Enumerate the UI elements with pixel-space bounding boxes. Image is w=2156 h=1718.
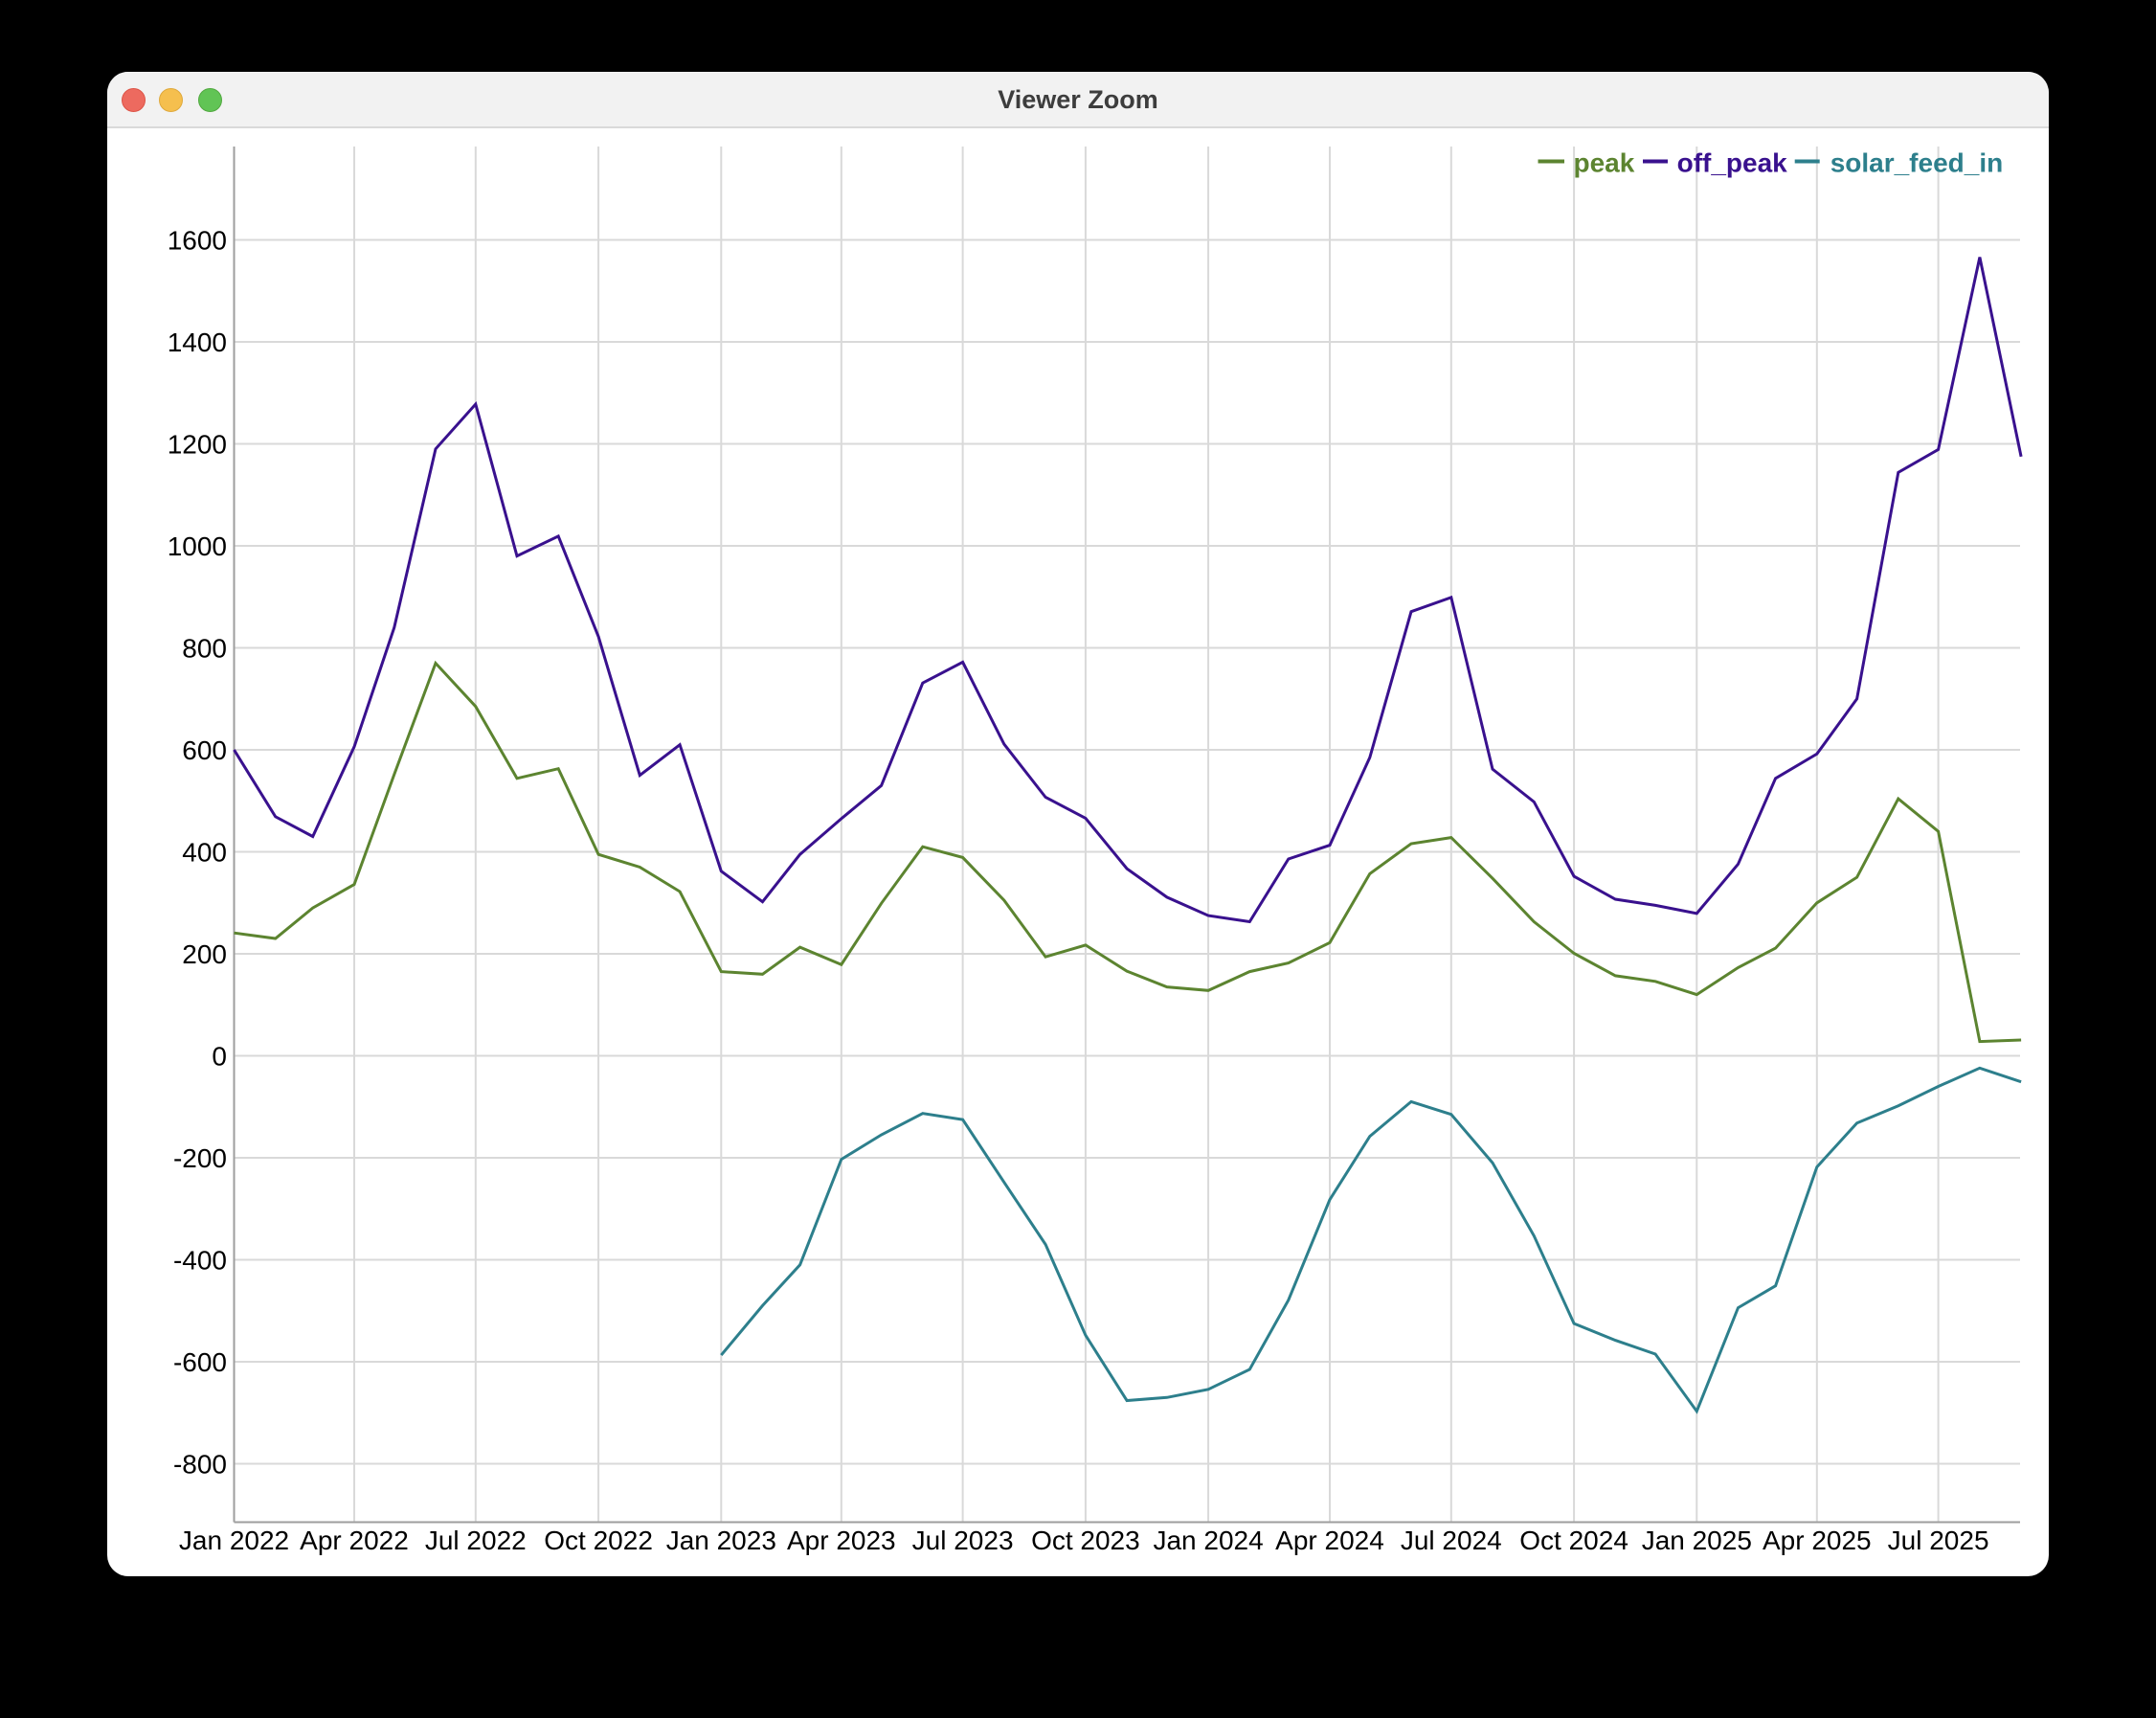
svg-text:Jul 2023: Jul 2023 bbox=[912, 1526, 1014, 1555]
svg-text:Apr 2025: Apr 2025 bbox=[1763, 1526, 1872, 1555]
svg-text:Jul 2022: Jul 2022 bbox=[425, 1526, 527, 1555]
svg-text:Jan 2023: Jan 2023 bbox=[666, 1526, 776, 1555]
svg-text:800: 800 bbox=[182, 634, 227, 664]
svg-text:1600: 1600 bbox=[168, 226, 227, 256]
svg-text:Apr 2024: Apr 2024 bbox=[1275, 1526, 1384, 1555]
svg-text:Oct 2022: Oct 2022 bbox=[544, 1526, 653, 1555]
svg-text:Jan 2025: Jan 2025 bbox=[1642, 1526, 1752, 1555]
svg-text:Oct 2023: Oct 2023 bbox=[1031, 1526, 1140, 1555]
svg-text:Jul 2025: Jul 2025 bbox=[1888, 1526, 1989, 1555]
svg-text:600: 600 bbox=[182, 735, 227, 765]
svg-text:peak: peak bbox=[1574, 148, 1635, 178]
svg-text:Oct 2024: Oct 2024 bbox=[1519, 1526, 1628, 1555]
svg-text:-800: -800 bbox=[173, 1450, 227, 1480]
svg-text:Apr 2023: Apr 2023 bbox=[787, 1526, 896, 1555]
svg-text:Jan 2022: Jan 2022 bbox=[179, 1526, 289, 1555]
svg-text:Apr 2022: Apr 2022 bbox=[300, 1526, 409, 1555]
svg-text:200: 200 bbox=[182, 939, 227, 969]
svg-text:1000: 1000 bbox=[168, 531, 227, 561]
svg-text:off_peak: off_peak bbox=[1677, 148, 1788, 178]
svg-text:-200: -200 bbox=[173, 1143, 227, 1173]
svg-text:Jul 2024: Jul 2024 bbox=[1401, 1526, 1502, 1555]
svg-text:400: 400 bbox=[182, 838, 227, 868]
svg-text:-600: -600 bbox=[173, 1347, 227, 1377]
svg-text:0: 0 bbox=[212, 1042, 227, 1072]
svg-text:1200: 1200 bbox=[168, 430, 227, 460]
svg-text:1400: 1400 bbox=[168, 328, 227, 357]
svg-text:solar_feed_in: solar_feed_in bbox=[1830, 148, 2004, 178]
svg-text:Jan 2024: Jan 2024 bbox=[1153, 1526, 1263, 1555]
svg-text:-400: -400 bbox=[173, 1246, 227, 1276]
